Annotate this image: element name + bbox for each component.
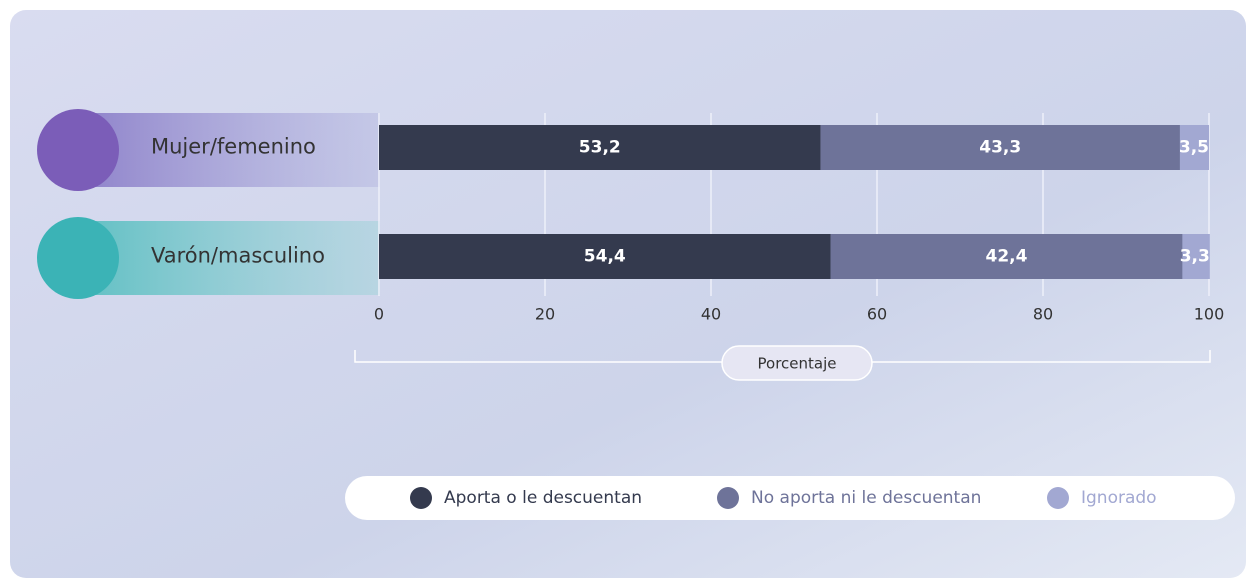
x-tick-label: 20 — [535, 305, 555, 324]
value-label: 42,4 — [986, 247, 1028, 267]
x-tick-label: 100 — [1194, 305, 1225, 324]
value-label: 3,3 — [1180, 247, 1210, 267]
value-label: 43,3 — [979, 138, 1021, 158]
chart: Porcentaje 0 20 40 60 80 100 Mujer/femenino Var… — [0, 0, 1246, 578]
avatar — [37, 217, 119, 299]
avatar — [37, 109, 119, 191]
x-tick-label: 80 — [1033, 305, 1053, 324]
legend-label: Ignorado — [1081, 488, 1157, 508]
legend-label: No aporta ni le descuentan — [751, 488, 981, 508]
axis-label: Porcentaje — [758, 355, 837, 373]
legend-swatch — [1047, 487, 1069, 509]
page: {"chart_data": {"type": "stacked-bar-hor… — [0, 0, 1246, 578]
x-tick-label: 0 — [374, 305, 384, 324]
category-label: Varón/masculino — [151, 244, 325, 268]
legend-swatch — [410, 487, 432, 509]
value-label: 3,5 — [1179, 138, 1209, 158]
category-label: Mujer/femenino — [151, 135, 316, 159]
x-tick-label: 40 — [701, 305, 721, 324]
value-label: 53,2 — [579, 138, 621, 158]
legend-label: Aporta o le descuentan — [444, 488, 642, 508]
value-label: 54,4 — [584, 247, 626, 267]
legend-swatch — [717, 487, 739, 509]
x-tick-label: 60 — [867, 305, 887, 324]
